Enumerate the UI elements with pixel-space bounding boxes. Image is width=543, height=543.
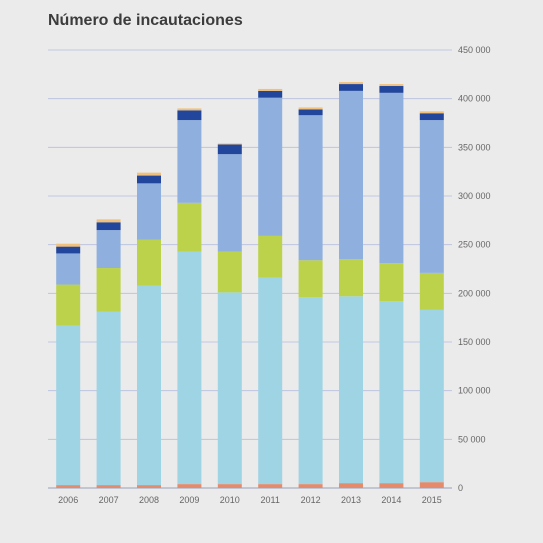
bar-segment [419, 111, 444, 114]
bar-segment [217, 144, 242, 155]
y-axis-ticks: 0 50 000 100 000 150 000 200 000 250 000 300 0… [458, 45, 491, 493]
bar-segment [419, 272, 444, 310]
bar-segment [379, 263, 404, 302]
bar-segment [419, 113, 444, 121]
bar-segment [177, 110, 202, 121]
x-tick-label: 2010 [220, 495, 240, 505]
bar-segment [298, 115, 323, 261]
bar-segment [339, 84, 363, 91]
bar-segment [217, 154, 242, 252]
bar-segment [258, 97, 283, 236]
bar-segment [137, 172, 161, 176]
bar-segment [379, 483, 404, 488]
y-tick-label: 200 000 [458, 288, 491, 298]
bar-segment [379, 86, 404, 93]
bar-segment [177, 251, 202, 485]
bar-segment [339, 296, 363, 484]
bar-segment [339, 483, 363, 488]
bar-segment [96, 219, 121, 223]
bar-segment [217, 484, 242, 488]
bar-segment [96, 230, 121, 269]
y-tick-label: 350 000 [458, 142, 491, 152]
bar-segment [137, 285, 161, 486]
bar-segment [56, 246, 81, 254]
y-tick-label: 100 000 [458, 386, 491, 396]
bar-segment [339, 82, 363, 85]
bar-segment [177, 120, 202, 203]
bar-segment [56, 253, 81, 285]
bar-segment [96, 268, 121, 312]
y-tick-label: 250 000 [458, 240, 491, 250]
bar-segment [56, 325, 81, 486]
bar-segment [56, 284, 81, 326]
y-tick-label: 450 000 [458, 45, 491, 55]
y-tick-label: 0 [458, 483, 463, 493]
bar-segment [258, 88, 283, 91]
x-tick-label: 2013 [341, 495, 361, 505]
bar-segment [339, 90, 363, 260]
bar-segment [56, 243, 81, 247]
bar-segment [298, 297, 323, 485]
bar-segment [258, 90, 283, 98]
bar-segment [298, 109, 323, 116]
bar-segment [419, 482, 444, 488]
x-tick-label: 2006 [58, 495, 78, 505]
x-tick-label: 2012 [301, 495, 321, 505]
bar-segment [217, 251, 242, 293]
bar-segment [258, 235, 283, 278]
bar-segment [419, 309, 444, 483]
bar-segment [137, 175, 161, 184]
bar-segment [379, 84, 404, 87]
bar-segment [379, 92, 404, 264]
x-tick-label: 2014 [381, 495, 401, 505]
bar-segment [177, 108, 202, 111]
y-tick-label: 150 000 [458, 337, 491, 347]
bar-segment [137, 485, 161, 488]
bar-segment [96, 311, 121, 486]
bar-segment [379, 301, 404, 484]
y-tick-label: 300 000 [458, 191, 491, 201]
bar-segment [298, 107, 323, 110]
bar-segment [339, 259, 363, 297]
chart-title: Número de incautaciones [48, 12, 243, 29]
bar-segment [56, 485, 81, 488]
bar-segment [137, 183, 161, 240]
bar-segment [96, 222, 121, 231]
x-tick-label: 2009 [179, 495, 199, 505]
bars [56, 82, 444, 488]
bar-segment [177, 484, 202, 488]
x-tick-label: 2007 [99, 495, 119, 505]
x-tick-label: 2008 [139, 495, 159, 505]
bar-segment [258, 277, 283, 485]
bar-segment [258, 484, 283, 488]
x-axis-ticks: 2006 2007 2008 2009 2010 2011 2012 2013 2014 2015 [58, 495, 442, 505]
x-tick-label: 2011 [261, 495, 280, 505]
y-tick-label: 50 000 [458, 434, 486, 444]
bar-segment [217, 143, 242, 145]
y-tick-label: 400 000 [458, 94, 491, 104]
bar-segment [217, 292, 242, 485]
x-tick-label: 2015 [422, 495, 442, 505]
bar-segment [298, 484, 323, 488]
bar-segment [177, 202, 202, 252]
bar-segment [96, 485, 121, 488]
bar-segment [419, 120, 444, 273]
bar-segment [137, 239, 161, 286]
bar-segment [298, 260, 323, 298]
